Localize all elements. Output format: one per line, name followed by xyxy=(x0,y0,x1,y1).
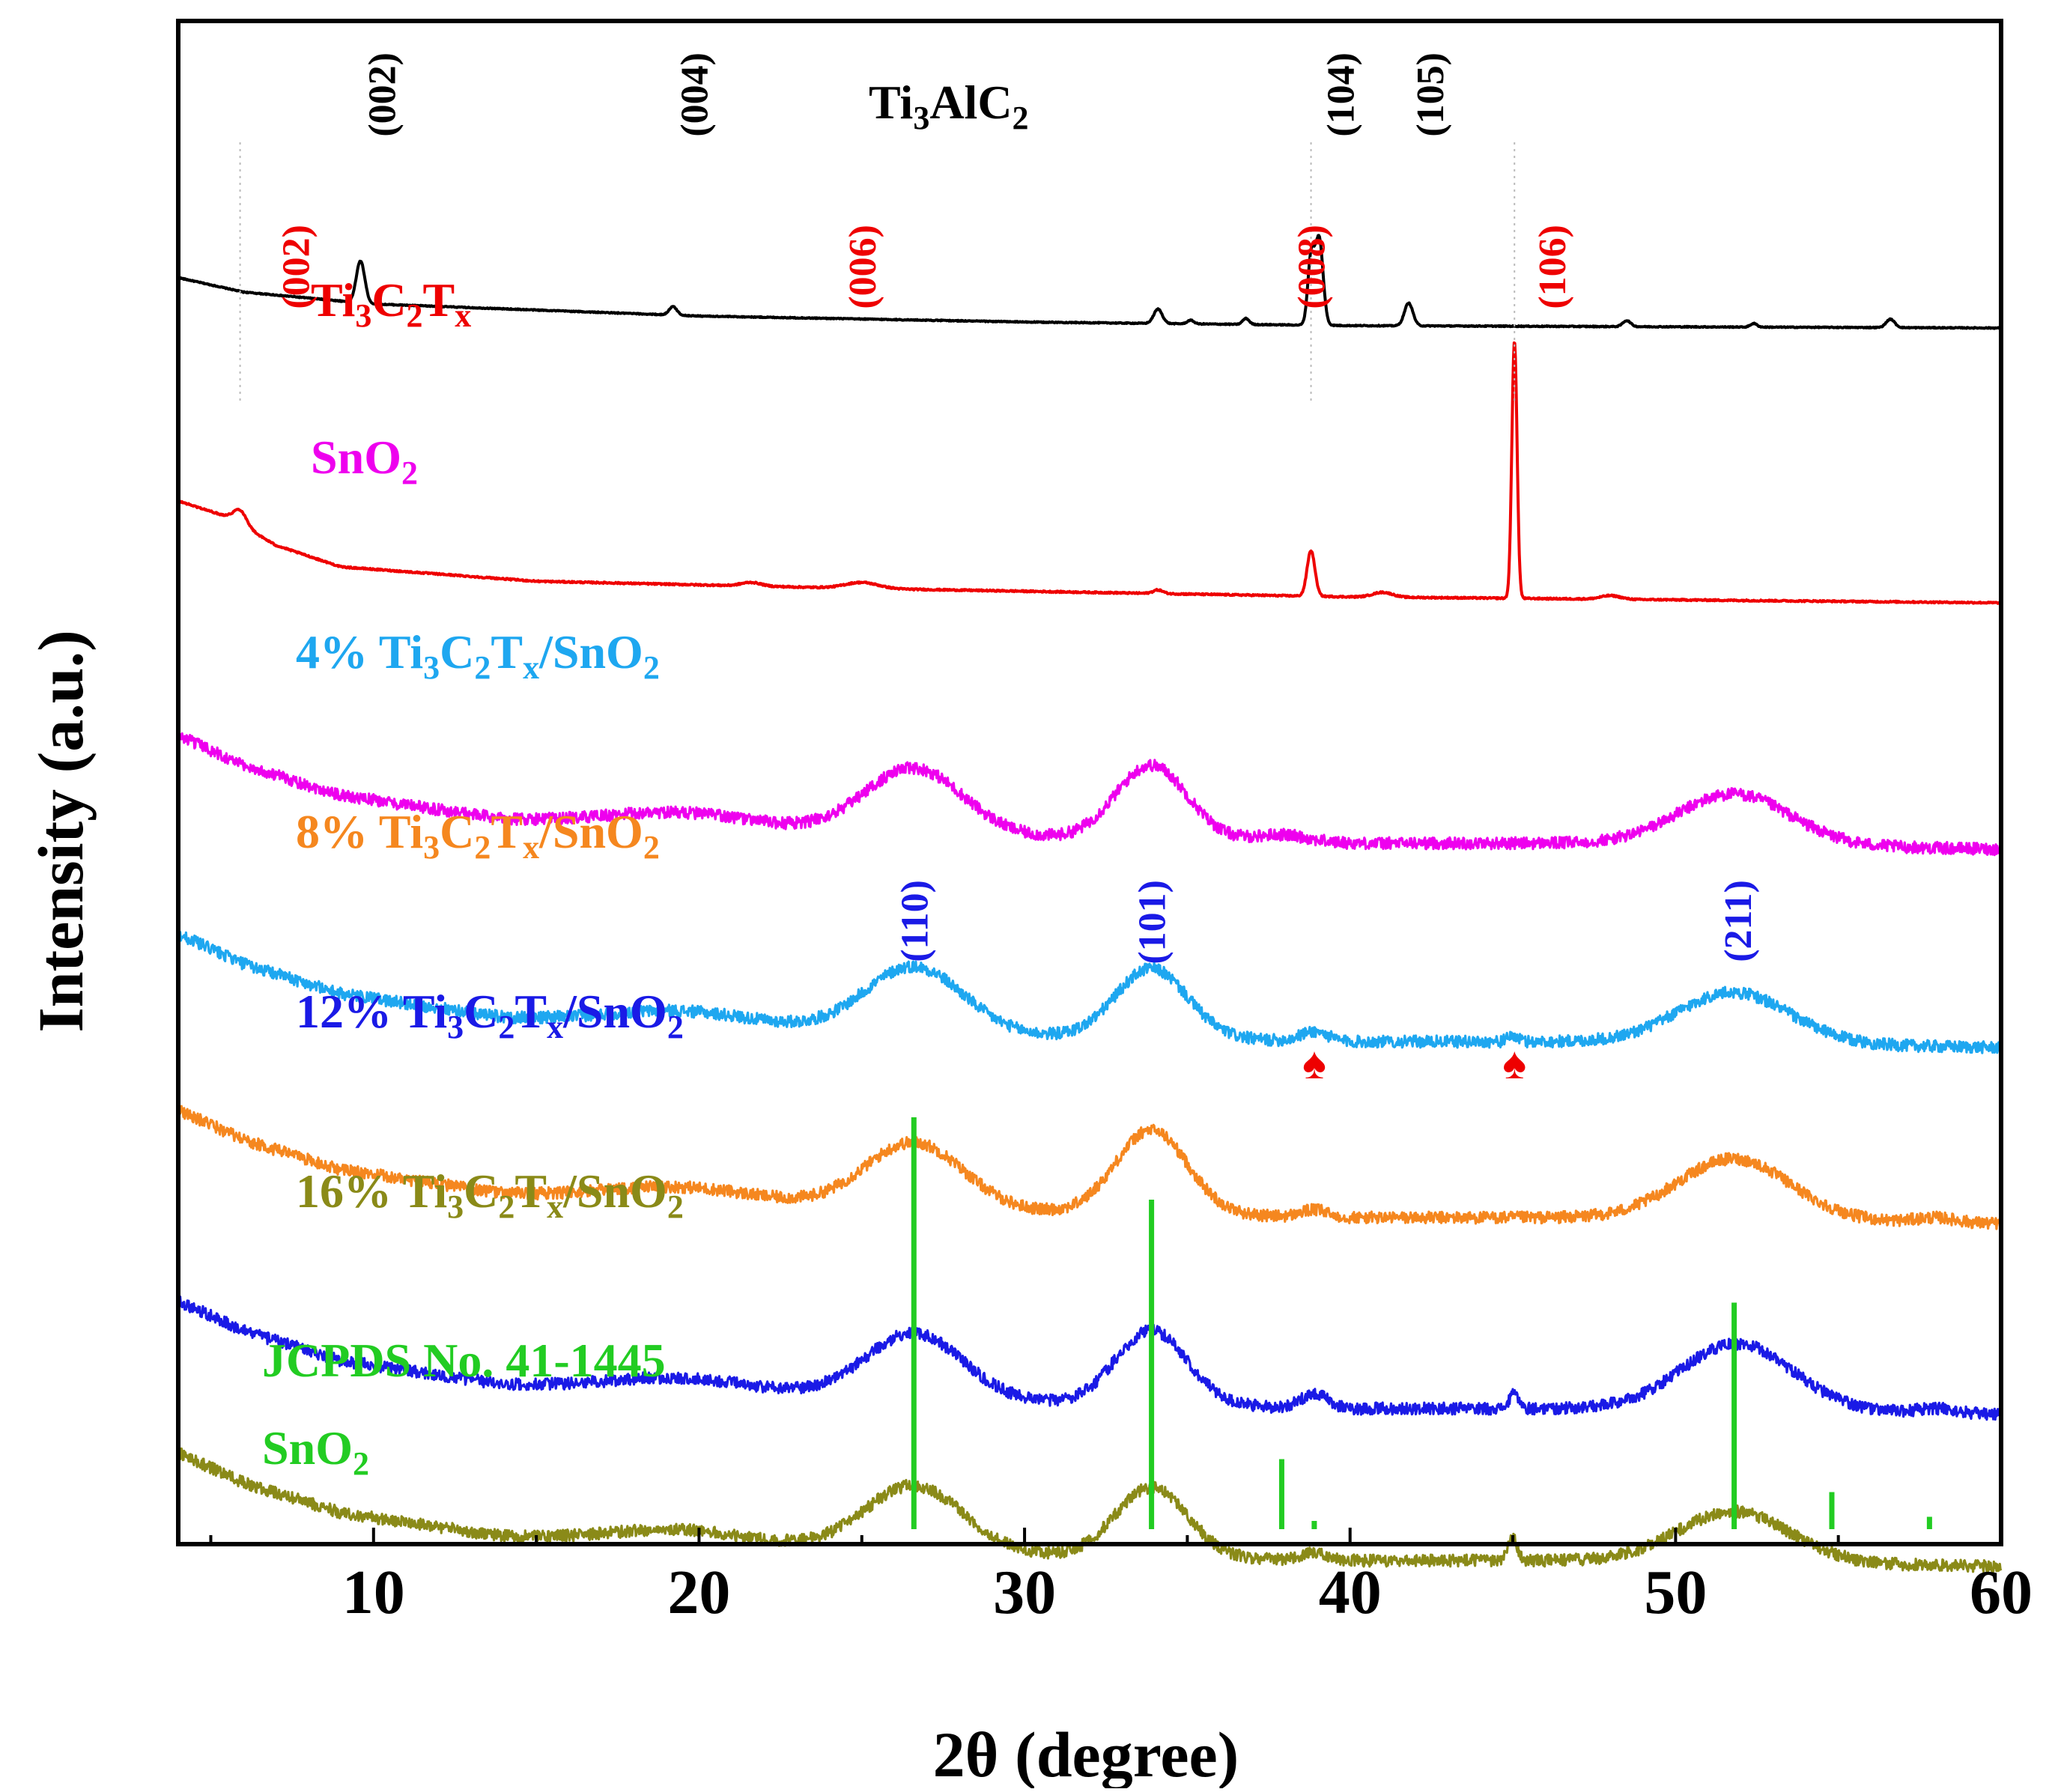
y-axis-title: Intensity (a.u.) xyxy=(25,630,97,1033)
series-label-4: 8% Ti3C2Tx/SnO2 xyxy=(296,805,660,866)
series-label-1: Ti3C2Tx xyxy=(311,273,471,334)
peak-label-1-0: (002) xyxy=(276,225,318,309)
reference-label-line2: SnO2 xyxy=(262,1421,369,1482)
peak-label-1-3: (106) xyxy=(1532,225,1574,309)
x-tick-label-10: 10 xyxy=(342,1558,405,1627)
x-axis-title: 2θ (degree) xyxy=(933,1719,1239,1788)
series-line-1 xyxy=(177,341,2003,605)
peak-label-5-0: (110) xyxy=(893,880,936,962)
series-line-4 xyxy=(177,1105,2003,1230)
x-tick-label-30: 30 xyxy=(993,1558,1056,1627)
series-label-6: 16% Ti3C2Tx/SnO2 xyxy=(296,1164,684,1225)
series-label-3: 4% Ti3C2Tx/SnO2 xyxy=(296,625,660,686)
peak-label-1-2: (008) xyxy=(1291,225,1334,309)
phase-marker-1: ♠ xyxy=(1502,1039,1526,1088)
x-tick-label-40: 40 xyxy=(1319,1558,1382,1627)
peak-label-0-2: (104) xyxy=(1320,52,1362,137)
peak-label-5-1: (101) xyxy=(1132,880,1174,965)
x-tick-label-20: 20 xyxy=(667,1558,730,1627)
x-tick-label-50: 50 xyxy=(1644,1558,1707,1627)
plot-frame xyxy=(176,19,2003,1546)
series-line-0 xyxy=(177,234,2003,330)
series-line-3 xyxy=(177,928,2002,1054)
annotation-layer: Ti3AlC2(002) (004) (104) (105)Ti3C2Tx(002)(… xyxy=(239,52,1760,1482)
series-line-2 xyxy=(177,731,2002,857)
phase-marker-0: ♠ xyxy=(1302,1039,1326,1088)
curve-layer xyxy=(177,234,2003,1573)
peak-label-0-3: (105) xyxy=(1409,52,1452,137)
x-tick-label-60: 60 xyxy=(1970,1558,2033,1627)
series-label-2: SnO2 xyxy=(311,431,418,491)
peak-label-0-0: (002) xyxy=(361,52,404,137)
series-line-5 xyxy=(177,1295,2003,1421)
series-label-5: 12% Ti3C2Tx/SnO2 xyxy=(296,985,684,1045)
reference-label-line1: JCPDS No. 41-1445 xyxy=(262,1334,666,1387)
peak-label-1-1: (006) xyxy=(842,225,884,309)
series-label-0: Ti3AlC2 xyxy=(869,76,1029,136)
peak-label-5-2: (211) xyxy=(1717,880,1760,962)
axes-layer: 10 20 30 40 50 60 xyxy=(176,19,2033,1627)
series-line-6 xyxy=(177,1447,2003,1573)
reference-layer xyxy=(911,1117,1932,1529)
peak-label-0-1: (004) xyxy=(674,52,717,137)
